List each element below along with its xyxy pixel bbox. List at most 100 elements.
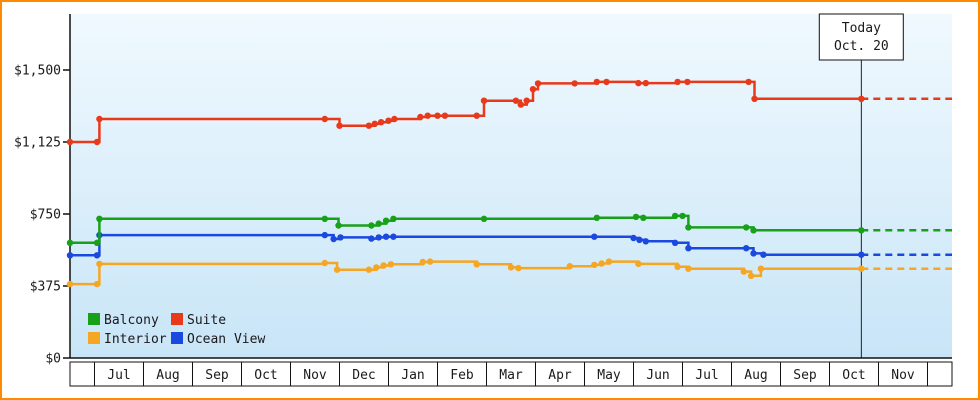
series-balcony-point bbox=[679, 212, 686, 220]
series-interior-point bbox=[507, 264, 515, 271]
legend-swatch-interior bbox=[88, 332, 100, 344]
series-suite-point bbox=[642, 79, 649, 87]
series-balcony-point bbox=[390, 215, 397, 222]
series-interior-point bbox=[426, 258, 434, 265]
y-tick-label: $375 bbox=[30, 280, 61, 295]
series-ocean-view-point bbox=[382, 233, 390, 240]
series-ocean-view-point bbox=[321, 231, 328, 239]
month-label: Aug bbox=[744, 368, 767, 383]
series-balcony-point bbox=[632, 213, 640, 221]
month-label: Oct bbox=[254, 368, 277, 383]
series-suite-point bbox=[517, 101, 524, 108]
y-tick-label: $1,125 bbox=[14, 136, 61, 151]
month-label: Sep bbox=[793, 368, 817, 383]
legend-label-ocean-view: Ocean View bbox=[187, 332, 265, 347]
month-label: Nov bbox=[303, 368, 327, 383]
series-suite-point bbox=[96, 115, 103, 123]
month-label: Mar bbox=[499, 368, 523, 383]
series-interior-point bbox=[685, 265, 692, 272]
series-suite-point bbox=[635, 79, 642, 87]
series-interior-point bbox=[96, 260, 103, 268]
month-label: Oct bbox=[842, 368, 865, 383]
series-interior-point bbox=[365, 266, 373, 273]
series-balcony-point bbox=[750, 227, 757, 234]
series-suite-point bbox=[529, 86, 537, 93]
series-ocean-view-point bbox=[390, 233, 397, 240]
y-tick-label: $750 bbox=[30, 208, 61, 223]
series-ocean-view-point bbox=[66, 252, 74, 259]
series-interior-point bbox=[598, 260, 605, 267]
series-suite-point bbox=[93, 138, 101, 146]
series-suite-point bbox=[684, 78, 691, 86]
month-label: Jul bbox=[107, 368, 130, 383]
month-label: Aug bbox=[156, 368, 179, 383]
series-balcony-point bbox=[685, 224, 692, 231]
series-suite-point bbox=[593, 78, 600, 86]
series-ocean-view-point bbox=[685, 245, 692, 252]
series-interior-point bbox=[93, 280, 101, 288]
series-suite-point bbox=[377, 119, 385, 126]
series-suite-point bbox=[512, 97, 520, 104]
month-label: Feb bbox=[450, 368, 474, 383]
series-interior-point bbox=[591, 261, 598, 269]
series-ocean-view-point bbox=[630, 234, 637, 242]
series-suite-point bbox=[751, 95, 758, 103]
series-balcony-point bbox=[368, 222, 375, 229]
series-suite-point bbox=[523, 97, 530, 104]
series-interior-point bbox=[333, 266, 341, 273]
series-suite-point bbox=[336, 122, 343, 129]
plot-background bbox=[70, 14, 952, 358]
series-interior-point bbox=[740, 268, 747, 275]
series-balcony-point bbox=[93, 239, 101, 246]
series-interior-point bbox=[858, 265, 865, 272]
series-interior-point bbox=[605, 258, 613, 265]
series-balcony-point bbox=[743, 224, 750, 231]
series-balcony-point bbox=[66, 239, 74, 246]
series-suite-point bbox=[371, 120, 378, 128]
series-interior-point bbox=[321, 259, 328, 267]
series-suite-point bbox=[424, 112, 431, 119]
series-suite-point bbox=[365, 122, 373, 129]
series-ocean-view-point bbox=[743, 245, 750, 252]
series-balcony-point bbox=[640, 214, 647, 221]
month-label: Jul bbox=[695, 368, 718, 383]
series-ocean-view-point bbox=[330, 235, 337, 243]
y-tick-label: $0 bbox=[45, 352, 61, 367]
month-label: Nov bbox=[891, 368, 915, 383]
series-suite-point bbox=[441, 112, 449, 119]
series-interior-point bbox=[380, 262, 387, 269]
series-ocean-view-point bbox=[591, 233, 598, 240]
month-label: Jun bbox=[646, 368, 669, 383]
series-suite-point bbox=[417, 113, 424, 121]
series-ocean-view-point bbox=[636, 236, 643, 244]
series-interior-point bbox=[419, 258, 426, 266]
series-interior-point bbox=[757, 265, 765, 272]
series-interior-point bbox=[373, 264, 380, 271]
today-label-line1: Today bbox=[842, 21, 881, 36]
series-balcony-point bbox=[480, 215, 488, 222]
series-ocean-view-point bbox=[858, 251, 865, 258]
series-interior-point bbox=[66, 280, 74, 288]
month-label: Dec bbox=[352, 368, 375, 383]
series-interior-point bbox=[635, 260, 642, 268]
series-balcony-point bbox=[321, 215, 328, 222]
legend-label-interior: Interior bbox=[104, 332, 167, 347]
series-balcony-point bbox=[858, 227, 865, 234]
series-ocean-view-point bbox=[93, 252, 101, 259]
series-suite-point bbox=[385, 117, 392, 124]
series-suite-point bbox=[534, 80, 542, 87]
series-suite-point bbox=[66, 138, 74, 146]
series-balcony-point bbox=[375, 220, 382, 227]
series-ocean-view-point bbox=[760, 251, 767, 258]
series-ocean-view-point bbox=[368, 235, 375, 242]
series-suite-point bbox=[480, 97, 488, 104]
series-interior-point bbox=[566, 263, 573, 270]
today-label-line2: Oct. 20 bbox=[834, 39, 889, 54]
series-balcony-point bbox=[593, 214, 600, 221]
series-interior-point bbox=[515, 264, 522, 272]
series-suite-point bbox=[571, 80, 578, 87]
legend-label-suite: Suite bbox=[187, 313, 226, 328]
legend-swatch-ocean-view bbox=[171, 332, 183, 344]
series-balcony-point bbox=[335, 222, 342, 229]
